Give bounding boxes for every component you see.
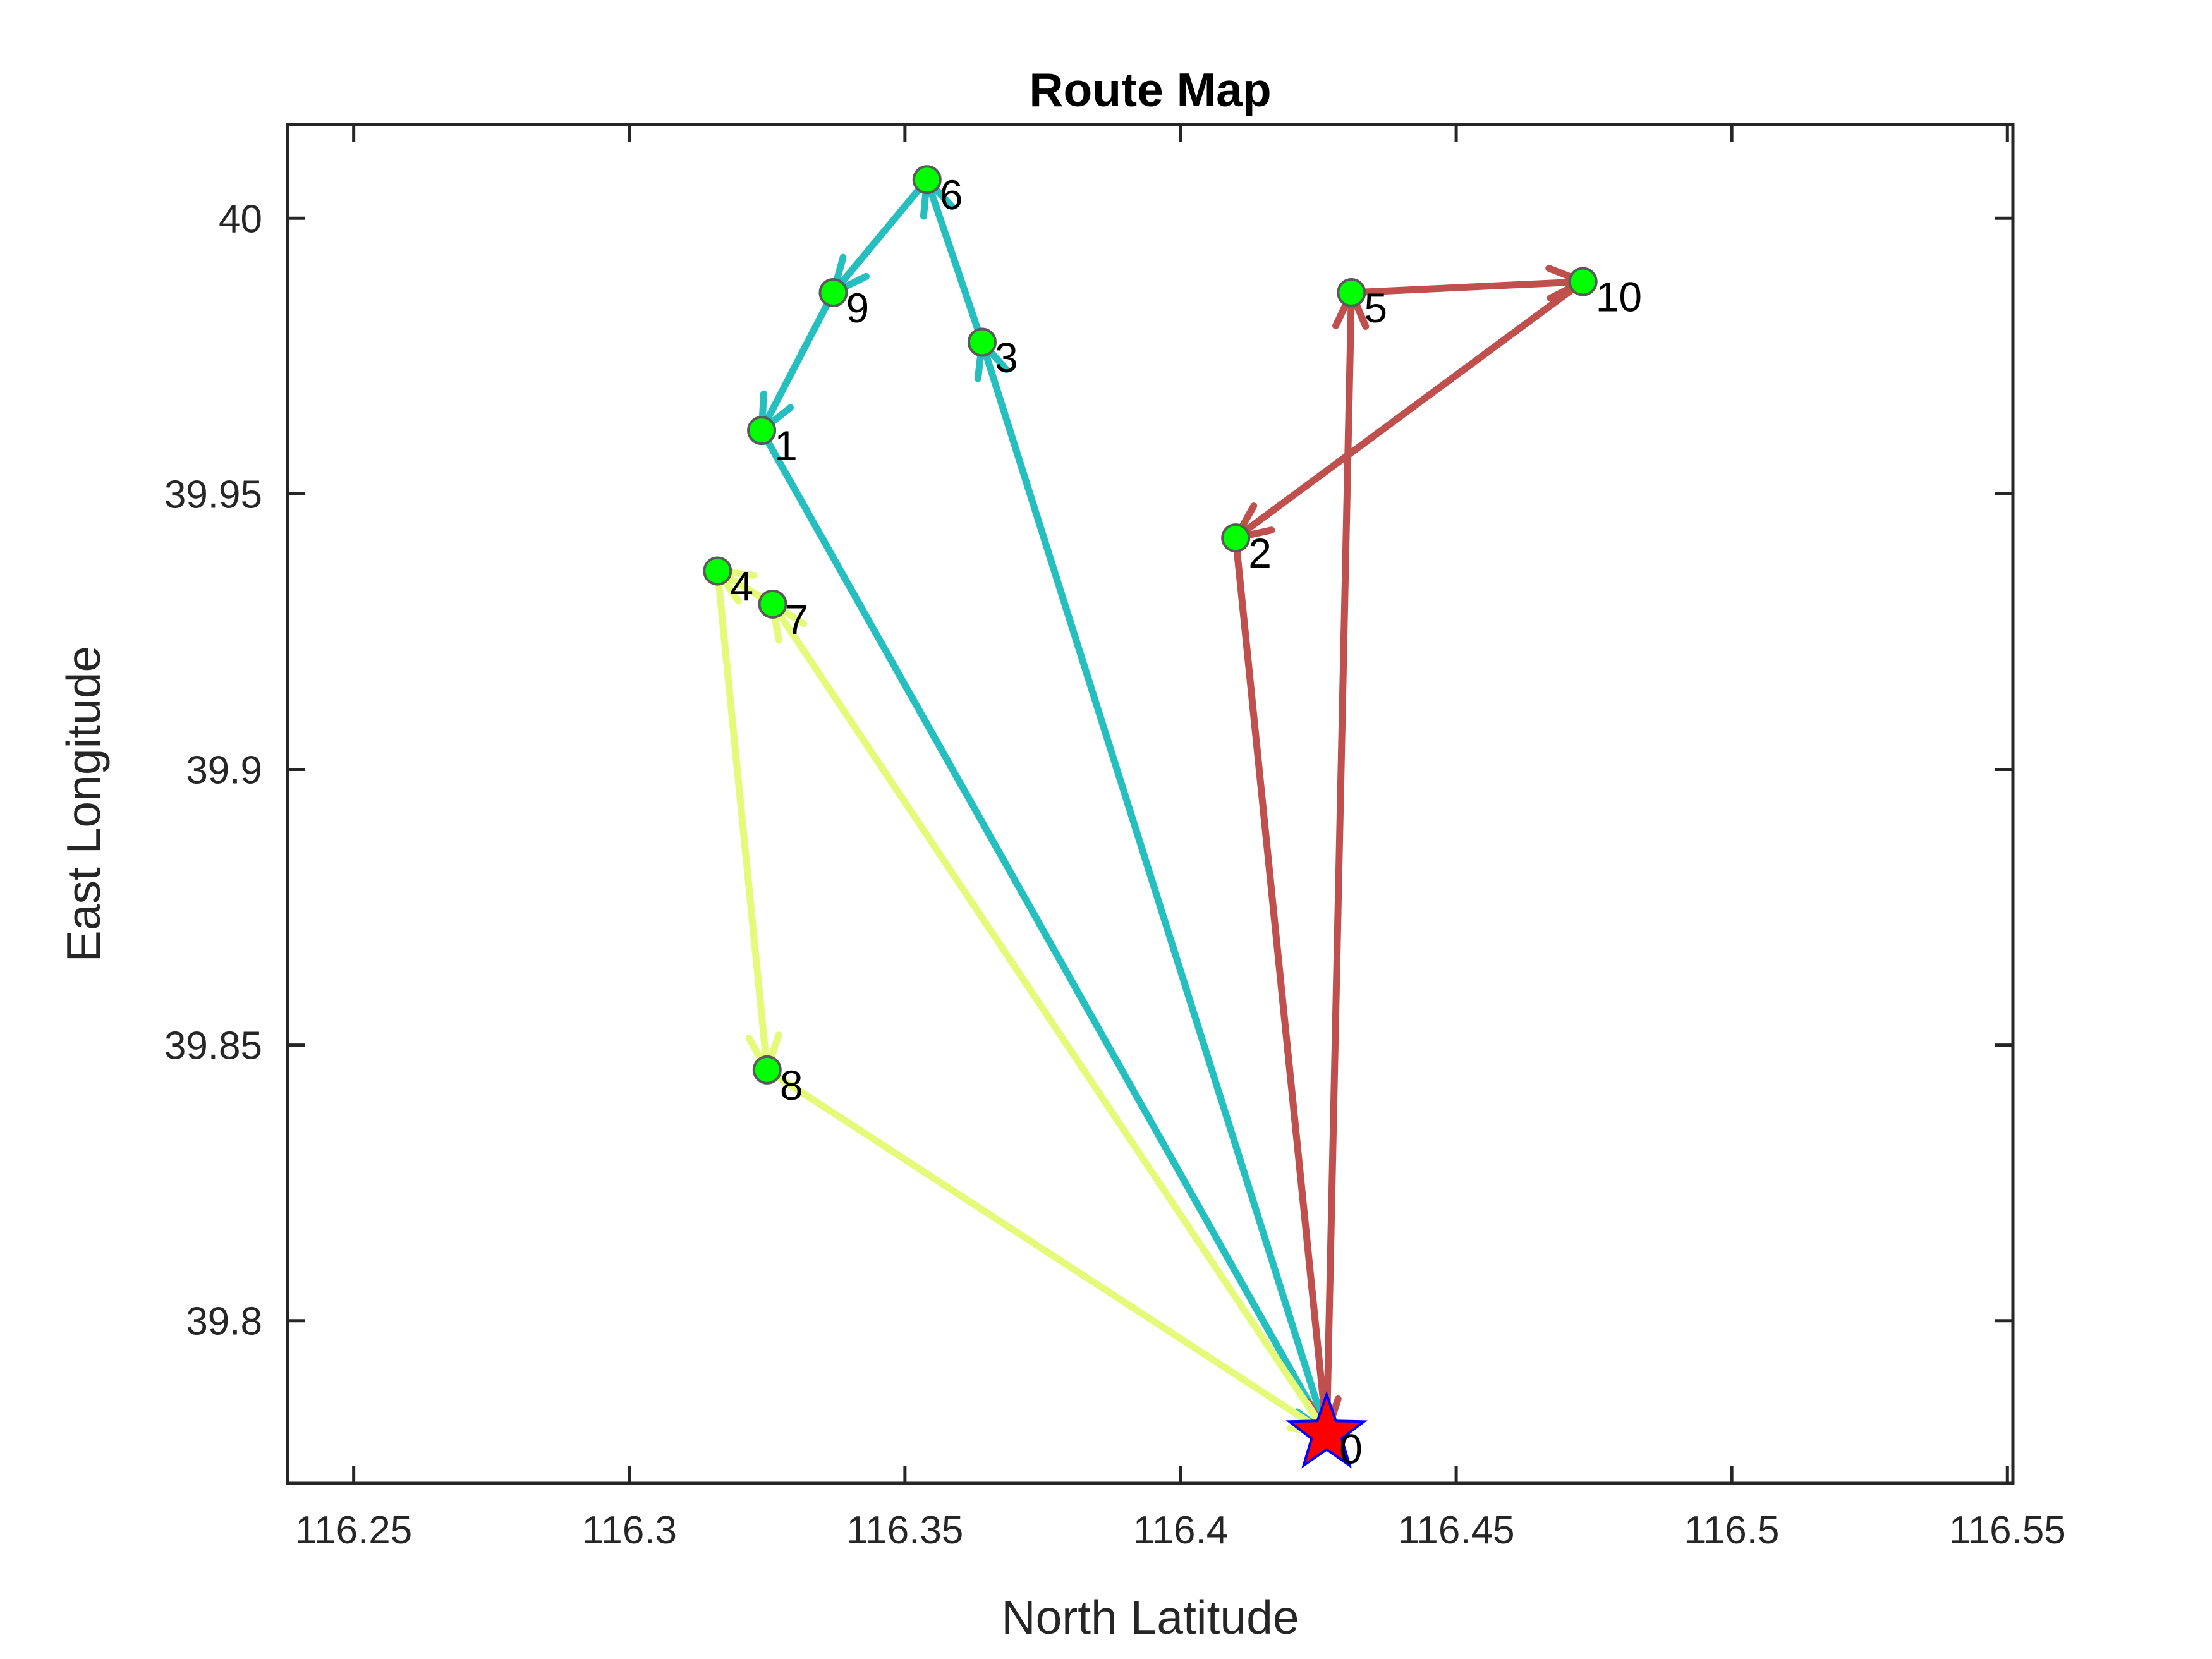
customer-node — [747, 416, 777, 446]
node-label: 9 — [846, 284, 869, 331]
route-segment — [1347, 278, 1587, 296]
customer-node — [758, 589, 787, 619]
node-label: 7 — [786, 596, 809, 643]
y-axis-label: East Longitude — [57, 646, 110, 962]
node-label: 3 — [995, 334, 1018, 381]
x-tick-label: 116.5 — [1684, 1509, 1780, 1552]
route-segment — [923, 176, 986, 346]
depot-label: 0 — [1339, 1426, 1363, 1473]
route-segment — [1232, 278, 1587, 542]
y-tick-label: 39.8 — [186, 1300, 262, 1344]
node-label: 2 — [1248, 530, 1272, 576]
y-tick-label: 39.95 — [164, 473, 262, 516]
customer-node — [818, 278, 848, 308]
customer-node — [703, 556, 732, 586]
x-axis-label: North Latitude — [1001, 1591, 1299, 1644]
route-segment — [758, 289, 837, 434]
route-segment — [714, 567, 771, 1074]
node-label: 8 — [780, 1062, 803, 1109]
route-segment — [1232, 534, 1330, 1438]
route-segment — [1323, 289, 1355, 1438]
x-tick-label: 116.35 — [846, 1509, 963, 1552]
tick-labels: 116.25 116.3 116.35 116.4 116.45 116.5 116.55 3… — [164, 197, 2066, 1552]
x-tick-label: 116.3 — [581, 1509, 677, 1552]
node-label: 4 — [730, 562, 753, 609]
customer-node — [1337, 278, 1366, 308]
axes-ticks — [288, 125, 2013, 1483]
customer-node — [1221, 523, 1251, 553]
y-tick-label: 39.85 — [164, 1024, 262, 1068]
x-tick-label: 116.45 — [1398, 1509, 1515, 1552]
route-segment — [829, 176, 931, 296]
x-tick-label: 116.55 — [1949, 1509, 2066, 1552]
y-tick-label: 39.9 — [186, 748, 262, 792]
customer-node — [912, 165, 942, 195]
x-tick-label: 116.4 — [1133, 1509, 1229, 1552]
customer-node — [967, 327, 997, 357]
route-segment — [763, 1066, 1330, 1438]
route-segment — [978, 339, 1330, 1438]
route-segment — [769, 600, 1330, 1438]
nodes: 1 2 3 4 5 6 7 8 9 10 0 — [703, 165, 1642, 1473]
y-tick-label: 40 — [219, 197, 262, 241]
plot-frame — [286, 123, 2015, 1485]
node-label: 1 — [774, 422, 798, 469]
depot-star-icon — [1285, 1390, 1368, 1469]
route-segment — [758, 427, 1330, 1438]
node-label: 5 — [1364, 284, 1387, 331]
customer-node — [752, 1055, 782, 1085]
x-tick-label: 116.25 — [295, 1509, 412, 1552]
node-label: 10 — [1596, 274, 1642, 320]
customer-node — [1568, 267, 1598, 296]
routes — [714, 176, 1587, 1438]
chart-title: Route Map — [1029, 63, 1271, 116]
node-label: 6 — [940, 171, 963, 218]
